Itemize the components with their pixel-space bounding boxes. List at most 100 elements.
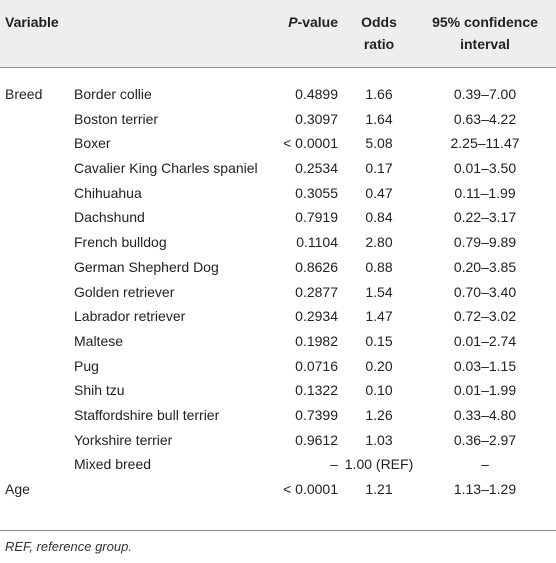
table-row: French bulldog 0.1104 2.80 0.79–9.89 — [0, 230, 556, 255]
cell-ci: 0.33–4.80 — [453, 406, 517, 423]
header-odds-ratio: Odds ratio — [344, 11, 414, 55]
cell-p-value: 0.4899 — [295, 86, 338, 102]
table-row: Boston terrier 0.3097 1.64 0.63–4.22 — [0, 107, 556, 132]
cell-name: French bulldog — [74, 234, 167, 251]
header-p-value: P-value — [270, 11, 338, 33]
cell-p-value: 0.7919 — [295, 209, 338, 226]
cell-ci: 0.01–2.74 — [453, 332, 517, 349]
cell-odds-ratio: 5.08 — [365, 135, 393, 152]
cell-name: Golden retriever — [74, 283, 175, 300]
cell-odds-ratio: 0.10 — [365, 382, 393, 399]
header-variable: Variable — [5, 14, 59, 30]
cell-odds-ratio: 1.00 (REF) — [344, 456, 414, 473]
table-body: Breed Border collie 0.4899 1.66 0.39–7.00 Bos… — [0, 82, 556, 502]
cell-name: Cavalier King Charles spaniel — [74, 160, 258, 177]
header-p-suffix: -value — [297, 14, 338, 30]
cell-ci: 0.01–3.50 — [453, 160, 517, 177]
cell-name: Shih tzu — [74, 382, 125, 399]
cell-name: Chihuahua — [74, 184, 142, 201]
cell-ci: 0.63–4.22 — [453, 110, 517, 127]
table-row: Mixed breed –1.00 (REF) – — [0, 452, 556, 477]
table-row: Labrador retriever 0.2934 1.47 0.72–3.02 — [0, 304, 556, 329]
cell-ci: 1.13–1.29 — [453, 481, 517, 497]
table-row: Breed Border collie 0.4899 1.66 0.39–7.00 — [0, 82, 556, 107]
cell-p-value: 0.1322 — [295, 382, 338, 399]
cell-odds-ratio: 1.26 — [365, 406, 393, 423]
cell-p-value: 0.7399 — [295, 406, 338, 423]
header-p-italic: P — [288, 14, 298, 30]
cell-ci: 0.11–1.99 — [454, 184, 516, 201]
cell-name: German Shepherd Dog — [74, 258, 219, 275]
cell-p-value: – — [330, 456, 338, 473]
header-or-line1: Odds — [361, 14, 397, 30]
cell-ci: 0.20–3.85 — [453, 258, 517, 275]
table-row: Cavalier King Charles spaniel 0.2534 0.17 0… — [0, 156, 556, 181]
cell-group: Age — [5, 481, 30, 497]
cell-odds-ratio: 0.17 — [365, 160, 393, 177]
cell-name: Border collie — [74, 86, 152, 102]
cell-p-value: < 0.0001 — [283, 135, 338, 152]
cell-p-value: 0.3097 — [295, 110, 338, 127]
cell-name: Maltese — [74, 332, 124, 349]
cell-odds-ratio: 0.47 — [365, 184, 393, 201]
cell-odds-ratio: 0.15 — [365, 332, 393, 349]
bottom-rule — [0, 530, 556, 531]
cell-odds-ratio: 0.84 — [365, 209, 393, 226]
table-row: Yorkshire terrier 0.9612 1.03 0.36–2.97 — [0, 428, 556, 453]
table-row: Staffordshire bull terrier 0.7399 1.26 0.33… — [0, 403, 556, 428]
cell-odds-ratio: 1.21 — [365, 481, 393, 497]
cell-name: Staffordshire bull terrier — [74, 406, 220, 423]
table-row: Age < 0.0001 1.21 1.13–1.29 — [0, 477, 556, 502]
cell-p-value: 0.0716 — [295, 357, 338, 374]
table-row: Shih tzu 0.1322 0.10 0.01–1.99 — [0, 378, 556, 403]
header-confidence-interval: 95% confidence interval — [420, 11, 550, 55]
cell-odds-ratio: 0.88 — [365, 258, 393, 275]
cell-name: Mixed breed — [74, 456, 152, 473]
header-ci-line1: 95% confidence — [432, 14, 538, 30]
table-row: Maltese 0.1982 0.15 0.01–2.74 — [0, 329, 556, 354]
cell-ci: 2.25–11.47 — [450, 135, 520, 152]
cell-odds-ratio: 1.03 — [365, 431, 393, 448]
cell-name: Pug — [74, 357, 99, 374]
cell-ci: 0.70–3.40 — [453, 283, 517, 300]
cell-p-value: 0.2534 — [295, 160, 338, 177]
cell-ci: 0.39–7.00 — [453, 86, 517, 102]
cell-p-value: 0.8626 — [295, 258, 338, 275]
cell-name: Dachshund — [74, 209, 145, 226]
header-or-line2: ratio — [363, 36, 395, 52]
table-row: Pug 0.0716 0.20 0.03–1.15 — [0, 354, 556, 379]
cell-odds-ratio: 2.80 — [365, 234, 393, 251]
cell-p-value: 0.1104 — [296, 234, 338, 251]
cell-p-value: 0.3055 — [295, 184, 338, 201]
cell-name: Boston terrier — [74, 110, 159, 127]
cell-odds-ratio: 1.66 — [365, 86, 393, 102]
table-row: Golden retriever 0.2877 1.54 0.70–3.40 — [0, 280, 556, 305]
cell-group: Breed — [5, 86, 43, 102]
table-row: Dachshund 0.7919 0.84 0.22–3.17 — [0, 205, 556, 230]
table-row: German Shepherd Dog 0.8626 0.88 0.20–3.85 — [0, 255, 556, 280]
footnote: REF, reference group. — [5, 539, 132, 554]
cell-ci: 0.72–3.02 — [453, 308, 517, 325]
cell-ci: 0.22–3.17 — [453, 209, 517, 226]
table-row: Boxer < 0.0001 5.08 2.25–11.47 — [0, 131, 556, 156]
cell-ci: 0.36–2.97 — [453, 431, 517, 448]
header-ci-line2: interval — [460, 36, 510, 52]
cell-ci: 0.79–9.89 — [453, 234, 517, 251]
table-header: Variable P-value Odds ratio 95% confidenc… — [0, 0, 556, 68]
cell-p-value: 0.1982 — [295, 332, 338, 349]
cell-name: Yorkshire terrier — [74, 431, 173, 448]
cell-ci: – — [481, 456, 489, 473]
cell-odds-ratio: 0.20 — [365, 357, 393, 374]
cell-odds-ratio: 1.54 — [365, 283, 393, 300]
table-row: Chihuahua 0.3055 0.47 0.11–1.99 — [0, 181, 556, 206]
cell-ci: 0.01–1.99 — [453, 382, 517, 399]
cell-p-value: 0.9612 — [295, 431, 338, 448]
cell-name: Boxer — [74, 135, 111, 152]
cell-ci: 0.03–1.15 — [453, 357, 517, 374]
cell-p-value: 0.2877 — [295, 283, 338, 300]
cell-p-value: < 0.0001 — [283, 481, 338, 497]
cell-p-value: 0.2934 — [295, 308, 338, 325]
cell-odds-ratio: 1.47 — [365, 308, 393, 325]
cell-name: Labrador retriever — [74, 308, 186, 325]
